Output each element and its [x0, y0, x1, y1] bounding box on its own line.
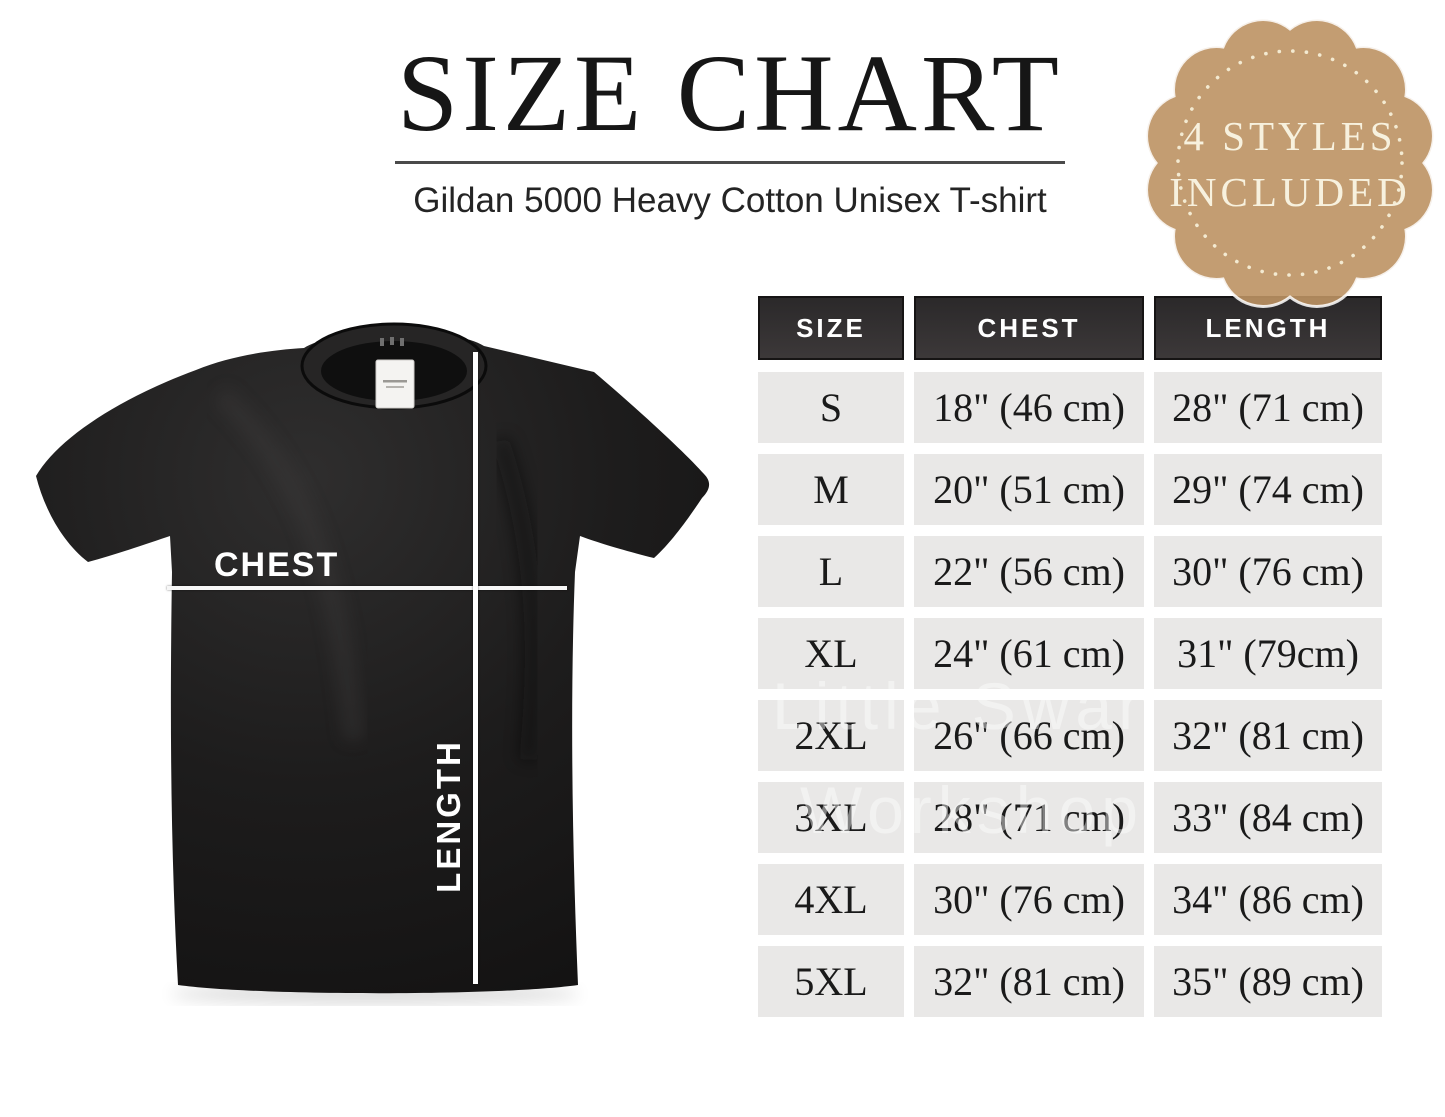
neck-tag-text-line-1	[383, 380, 407, 383]
chest-label: CHEST	[214, 546, 340, 584]
cell-size: 3XL	[758, 782, 904, 853]
tshirt-illustration	[36, 322, 710, 1004]
collar-stitch-1	[380, 338, 384, 346]
cell-size: XL	[758, 618, 904, 689]
cell-length: 33" (84 cm)	[1154, 782, 1382, 853]
chest-measure-line	[167, 586, 567, 590]
cell-size: 5XL	[758, 946, 904, 1017]
column-header-chest: CHEST	[914, 296, 1144, 360]
title-divider	[395, 161, 1065, 164]
product-subtitle: Gildan 5000 Heavy Cotton Unisex T-shirt	[413, 181, 1047, 220]
table-row: L 22" (56 cm) 30" (76 cm)	[758, 536, 1382, 607]
size-table: SIZE CHEST LENGTH S 18" (46 cm) 28" (71 …	[758, 296, 1382, 1017]
table-row: 3XL 28" (71 cm) 33" (84 cm)	[758, 782, 1382, 853]
styles-badge: 4 STYLES INCLUDED	[1145, 18, 1435, 308]
cell-size: S	[758, 372, 904, 443]
cell-chest: 18" (46 cm)	[914, 372, 1144, 443]
collar-stitch-2	[390, 337, 394, 345]
badge-line-1: 4 STYLES	[1183, 113, 1396, 159]
shirt-fold-shade	[491, 437, 543, 761]
cell-length: 30" (76 cm)	[1154, 536, 1382, 607]
cell-chest: 20" (51 cm)	[914, 454, 1144, 525]
cell-size: 2XL	[758, 700, 904, 771]
table-header-row: SIZE CHEST LENGTH	[758, 296, 1382, 360]
table-body: S 18" (46 cm) 28" (71 cm) M 20" (51 cm) …	[758, 372, 1382, 1017]
cell-chest: 22" (56 cm)	[914, 536, 1144, 607]
cell-length: 34" (86 cm)	[1154, 864, 1382, 935]
table-row: XL 24" (61 cm) 31" (79cm)	[758, 618, 1382, 689]
cell-chest: 30" (76 cm)	[914, 864, 1144, 935]
collar-stitch-3	[400, 338, 404, 346]
page-title: SIZE CHART	[397, 32, 1063, 154]
cell-length: 28" (71 cm)	[1154, 372, 1382, 443]
table-row: M 20" (51 cm) 29" (74 cm)	[758, 454, 1382, 525]
badge-dotted-ring	[1176, 49, 1404, 277]
length-label: LENGTH	[430, 739, 467, 893]
column-header-size: SIZE	[758, 296, 904, 360]
cell-chest: 26" (66 cm)	[914, 700, 1144, 771]
cell-chest: 24" (61 cm)	[914, 618, 1144, 689]
cell-length: 32" (81 cm)	[1154, 700, 1382, 771]
cell-length: 35" (89 cm)	[1154, 946, 1382, 1017]
cell-chest: 32" (81 cm)	[914, 946, 1144, 1017]
shirt-fold-highlight	[213, 386, 364, 741]
neck-tag	[375, 359, 415, 409]
cell-size: M	[758, 454, 904, 525]
cell-length: 31" (79cm)	[1154, 618, 1382, 689]
badge-line-2: INCLUDED	[1169, 169, 1411, 215]
badge-seal-shape	[1145, 18, 1435, 308]
table-row: S 18" (46 cm) 28" (71 cm)	[758, 372, 1382, 443]
table-row: 2XL 26" (66 cm) 32" (81 cm)	[758, 700, 1382, 771]
neck-tag-text-line-2	[386, 386, 404, 388]
table-row: 4XL 30" (76 cm) 34" (86 cm)	[758, 864, 1382, 935]
table-row: 5XL 32" (81 cm) 35" (89 cm)	[758, 946, 1382, 1017]
cell-size: L	[758, 536, 904, 607]
shirt-body	[36, 331, 710, 994]
cell-size: 4XL	[758, 864, 904, 935]
length-measure-line	[473, 352, 478, 984]
cell-chest: 28" (71 cm)	[914, 782, 1144, 853]
cell-length: 29" (74 cm)	[1154, 454, 1382, 525]
